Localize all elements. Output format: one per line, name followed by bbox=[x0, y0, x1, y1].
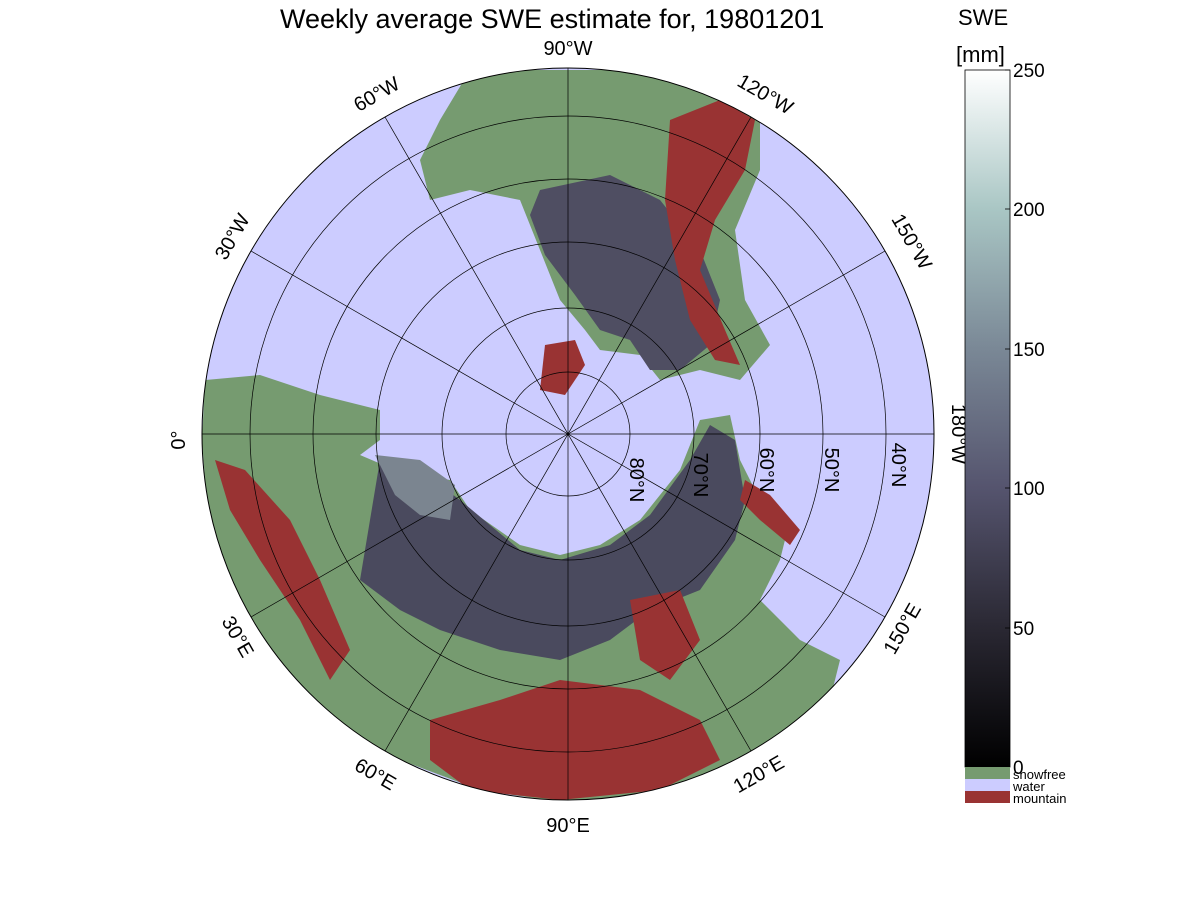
rockies-mountains bbox=[665, 100, 755, 365]
cb-tick-200: 200 bbox=[1013, 200, 1045, 221]
lat-label-50n: 50°N bbox=[820, 448, 842, 493]
lon-label-60w: 60°W bbox=[350, 73, 404, 117]
polar-map: 90°W 60°W 30°W 0° 30°E 60°E 90°E 120°E 1… bbox=[168, 38, 969, 837]
legend-swatch-mountain bbox=[965, 791, 1010, 803]
lat-label-70n: 70°N bbox=[689, 453, 711, 498]
cb-tick-250: 250 bbox=[1013, 61, 1045, 82]
legend-label-mountain: mountain bbox=[1013, 791, 1066, 806]
colorbar-gradient bbox=[964, 69, 1011, 768]
map-title: Weekly average SWE estimate for, 1980120… bbox=[280, 4, 825, 34]
greenland-mountains bbox=[540, 340, 585, 395]
cb-tick-50: 50 bbox=[1013, 619, 1034, 640]
lat-label-40n: 40°N bbox=[887, 443, 909, 488]
lat-label-80n: 80°N bbox=[625, 458, 647, 503]
lon-label-30e: 30°E bbox=[217, 613, 258, 662]
colorbar-unit: [mm] bbox=[956, 42, 1005, 67]
colorbar: SWE [mm] 0 50 100 150 200 250 snowfree w… bbox=[956, 5, 1066, 806]
colorbar-title: SWE bbox=[958, 5, 1008, 30]
meridian-120-60 bbox=[384, 116, 752, 752]
far-east-mountains bbox=[630, 590, 700, 680]
cb-tick-100: 100 bbox=[1013, 479, 1045, 500]
lon-label-90w: 90°W bbox=[543, 38, 592, 60]
cb-tick-0: 0 bbox=[1013, 758, 1024, 779]
map-border bbox=[201, 67, 935, 801]
lon-label-120e: 120°E bbox=[730, 752, 788, 798]
lon-label-150w: 150°W bbox=[887, 210, 936, 273]
legend-swatch-snowfree bbox=[965, 767, 1010, 779]
cb-tick-150: 150 bbox=[1013, 340, 1045, 361]
lat-label-60n: 60°N bbox=[755, 448, 777, 493]
central-asia-mountains bbox=[430, 680, 720, 800]
legend-swatch-water bbox=[965, 779, 1010, 791]
legend-label-snowfree: snowfree bbox=[1013, 767, 1066, 782]
europe-mountains bbox=[215, 460, 350, 680]
legend-label-water: water bbox=[1012, 779, 1045, 794]
kamchatka-mountains bbox=[740, 480, 800, 545]
graticule bbox=[202, 68, 934, 800]
lon-label-180w: 180°W bbox=[947, 404, 969, 464]
lon-label-0: 0° bbox=[168, 430, 190, 449]
latitude-labels: 80°N 70°N 60°N 50°N 40°N bbox=[625, 443, 909, 503]
lon-label-60e: 60°E bbox=[351, 754, 400, 795]
lon-label-90e: 90°E bbox=[546, 815, 590, 837]
scandinavia-snow bbox=[375, 455, 455, 520]
